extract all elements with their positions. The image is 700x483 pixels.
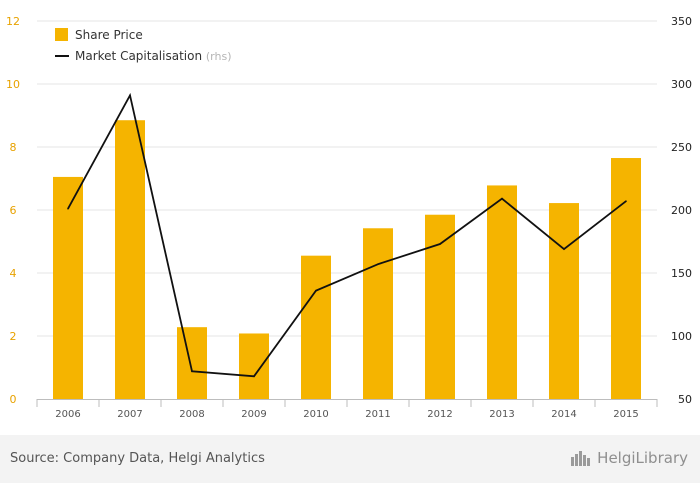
- brand-name: HelgiLibrary: [597, 449, 688, 467]
- y-left-tick-label: 12: [6, 15, 20, 28]
- line-point: [625, 200, 627, 202]
- y-left-tick-label: 8: [10, 141, 17, 154]
- line-point: [253, 375, 255, 378]
- line-point: [67, 207, 69, 210]
- chart-svg: 0 2 4 6 8 10 12 50 100 150 200 250 300 350 2006 2007 200…: [6, 15, 692, 420]
- line-point: [377, 263, 379, 265]
- bar: [425, 214, 455, 399]
- y-right-tick-label: 250: [671, 141, 692, 154]
- legend-label-market-cap: Market Capitalisation (rhs): [75, 49, 232, 63]
- bar: [487, 185, 517, 399]
- line-point: [129, 94, 131, 97]
- y-left-tick-label: 6: [10, 204, 17, 217]
- bar: [611, 158, 641, 399]
- legend-swatch-share-price: [55, 28, 68, 41]
- bar: [301, 255, 331, 399]
- y-left-tick-label: 10: [6, 78, 20, 91]
- x-tick-label: 2009: [241, 409, 266, 420]
- bar: [363, 228, 393, 399]
- legend-label-market-cap-name: Market Capitalisation: [75, 49, 206, 63]
- y-right-tick-label: 350: [671, 15, 692, 28]
- x-tick-label: 2006: [55, 409, 80, 420]
- legend-label-share-price: Share Price: [75, 28, 143, 42]
- y-right-tick-label: 200: [671, 204, 692, 217]
- line-point: [439, 243, 441, 245]
- y-left-tick-label: 4: [10, 267, 17, 280]
- x-tick-label: 2012: [427, 409, 452, 420]
- y-right-tick-label: 150: [671, 267, 692, 280]
- y-left-tick-label: 2: [10, 330, 17, 343]
- line-series-market-cap: [67, 92, 627, 378]
- x-tick-label: 2008: [179, 409, 204, 420]
- line-point: [191, 370, 193, 373]
- y-left-tick-label: 0: [10, 393, 17, 406]
- bar: [115, 120, 145, 399]
- brand-logo[interactable]: HelgiLibrary: [570, 449, 688, 467]
- y-right-tick-label: 100: [671, 330, 692, 343]
- x-tick-label: 2014: [551, 409, 576, 420]
- x-tick-label: 2011: [365, 409, 390, 420]
- x-tick-label: 2015: [613, 409, 638, 420]
- y-right-tick-label: 300: [671, 78, 692, 91]
- bar: [239, 333, 269, 399]
- x-tick-label: 2010: [303, 409, 328, 420]
- legend-label-market-cap-suffix: (rhs): [206, 50, 232, 63]
- x-tick-label: 2007: [117, 409, 142, 420]
- y-right-tick-label: 50: [678, 393, 692, 406]
- source-text: Source: Company Data, Helgi Analytics: [10, 451, 265, 466]
- bar: [177, 327, 207, 399]
- library-icon: [571, 451, 591, 466]
- bar: [53, 176, 83, 399]
- line-point: [501, 197, 503, 200]
- line-point: [315, 289, 317, 292]
- line-point: [563, 248, 565, 250]
- x-tick-label: 2013: [489, 409, 514, 420]
- bar: [549, 203, 579, 399]
